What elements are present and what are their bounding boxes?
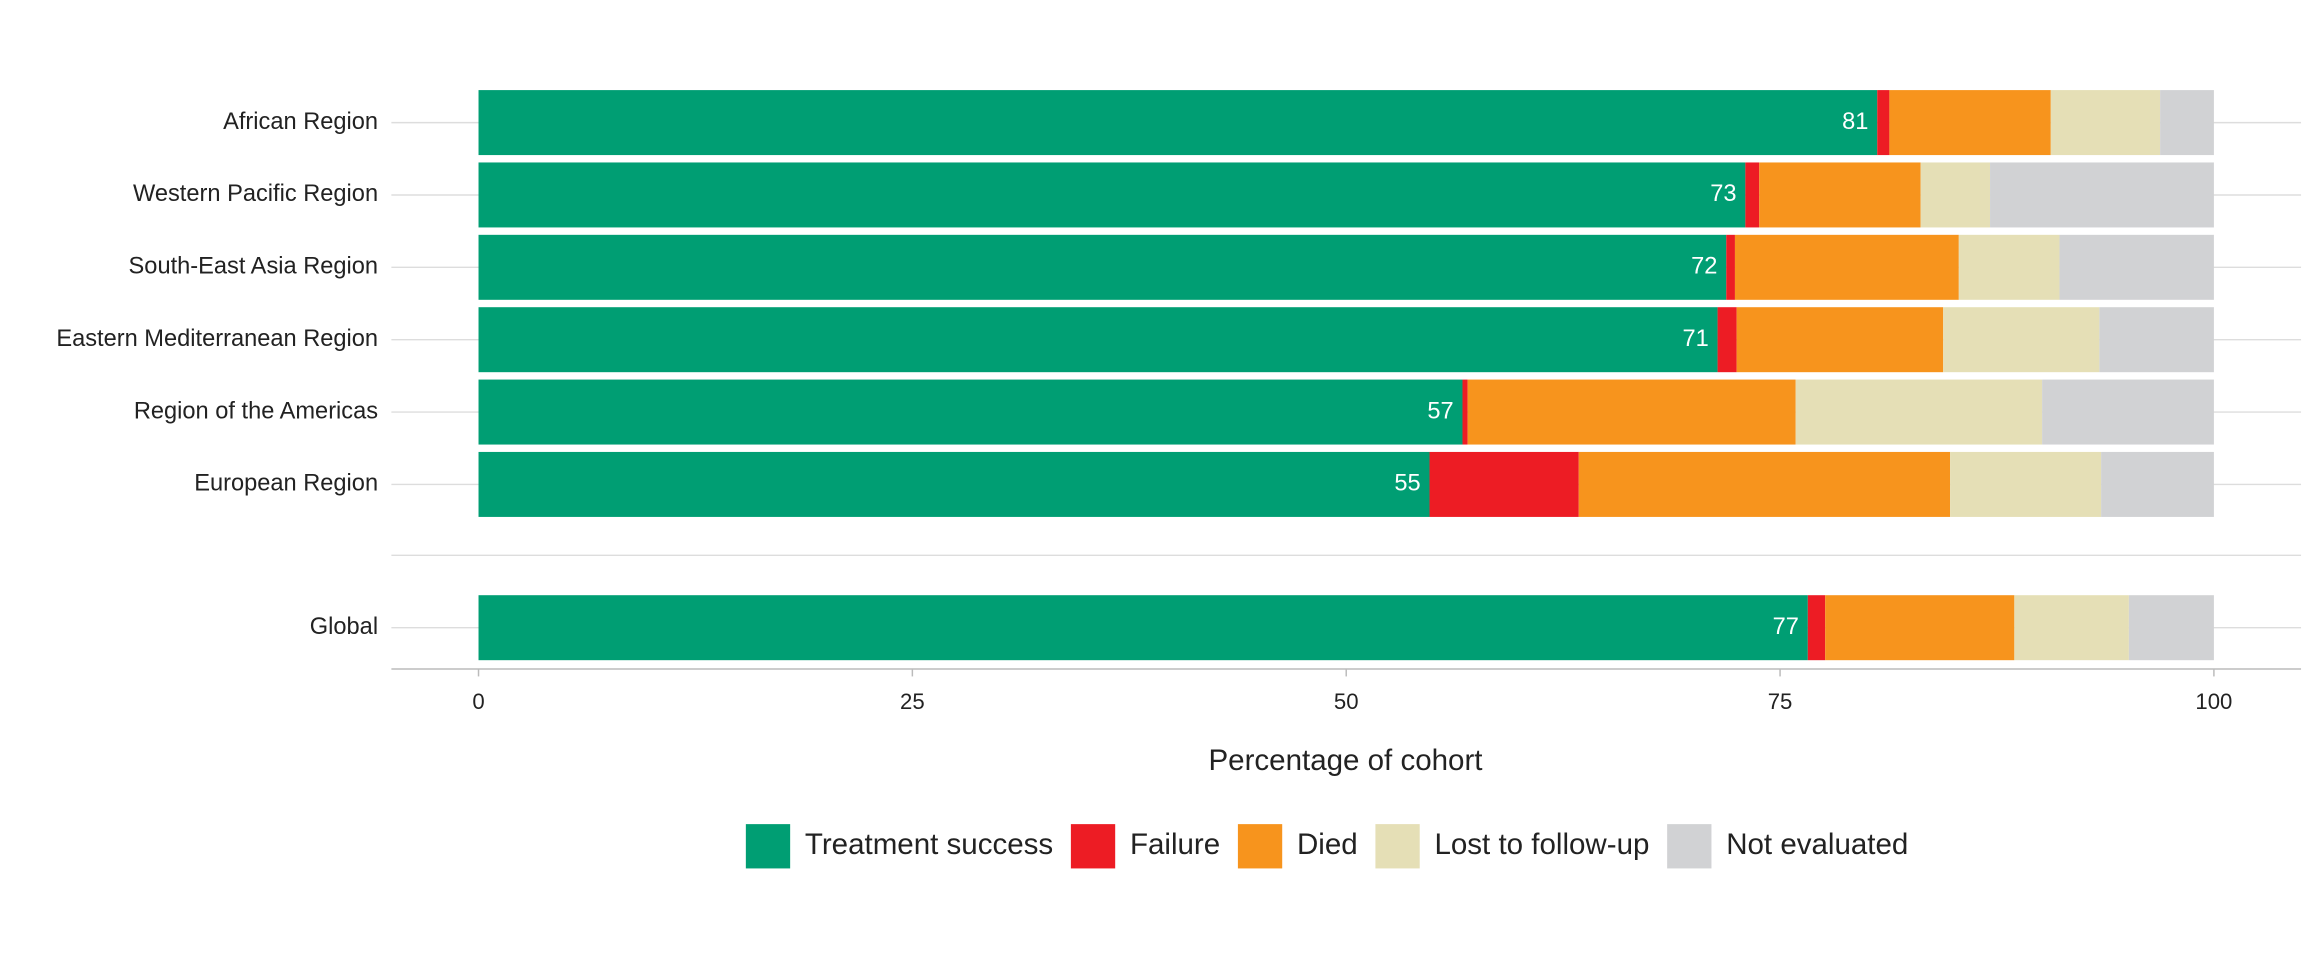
bar-segment bbox=[2059, 234, 2214, 300]
legend-label: Not evaluated bbox=[1726, 828, 1908, 861]
legend-label: Failure bbox=[1130, 828, 1220, 861]
bar-segment bbox=[1920, 162, 1991, 228]
bar-segment bbox=[1877, 90, 1890, 156]
y-tick-label: Region of the Americas bbox=[134, 398, 378, 424]
bar-segment bbox=[2014, 595, 2129, 661]
bar-segment bbox=[478, 451, 1430, 517]
bar-segment bbox=[1889, 90, 2051, 156]
bar-segment bbox=[1734, 234, 1959, 300]
x-tick-label: 100 bbox=[2195, 689, 2232, 714]
bar-segment bbox=[478, 234, 1727, 300]
bar-segment bbox=[1759, 162, 1921, 228]
legend-swatch bbox=[1667, 824, 1712, 869]
bar-segment bbox=[2101, 451, 2214, 517]
bar-segment bbox=[1825, 595, 2015, 661]
bar-segment bbox=[1950, 451, 2102, 517]
bar-segment bbox=[2099, 307, 2214, 373]
value-label: 77 bbox=[1773, 614, 1799, 640]
y-tick-label: European Region bbox=[194, 471, 378, 497]
bar-segment bbox=[1736, 307, 1944, 373]
value-label: 71 bbox=[1682, 326, 1708, 352]
bar-segment bbox=[1807, 595, 1826, 661]
bar-segment bbox=[2050, 90, 2161, 156]
bar-segment bbox=[1726, 234, 1735, 300]
bar-segment bbox=[2160, 90, 2214, 156]
bar-segment bbox=[1745, 162, 1760, 228]
legend-label: Died bbox=[1297, 828, 1358, 861]
bar-segment bbox=[2042, 379, 2214, 445]
legend-swatch bbox=[1237, 824, 1283, 869]
y-tick-label: Eastern Mediterranean Region bbox=[56, 326, 378, 352]
bar-segment bbox=[1795, 379, 2043, 445]
bar-segment bbox=[478, 90, 1878, 156]
bar-segment bbox=[478, 307, 1718, 373]
value-label: 72 bbox=[1691, 254, 1717, 280]
bar-segment bbox=[1429, 451, 1579, 517]
value-label: 57 bbox=[1427, 398, 1453, 424]
legend-swatch bbox=[745, 824, 791, 869]
legend-swatch bbox=[1070, 824, 1116, 869]
bar-segment bbox=[1943, 307, 2100, 373]
value-label: 81 bbox=[1842, 109, 1868, 135]
bar-segment bbox=[478, 162, 1746, 228]
y-tick-label: Global bbox=[310, 614, 378, 640]
x-tick-label: 75 bbox=[1768, 689, 1793, 714]
bar-segment bbox=[1578, 451, 1951, 517]
bar-segment bbox=[478, 379, 1463, 445]
legend-swatch bbox=[1375, 824, 1420, 869]
bar-segment bbox=[1958, 234, 2060, 300]
value-label: 55 bbox=[1394, 471, 1420, 497]
y-tick-label: South-East Asia Region bbox=[129, 254, 379, 280]
bar-segment bbox=[1990, 162, 2214, 228]
bar-segment bbox=[2128, 595, 2214, 661]
x-tick-label: 25 bbox=[900, 689, 925, 714]
bar-segment bbox=[478, 595, 1808, 661]
y-tick-label: African Region bbox=[223, 109, 378, 135]
legend-label: Treatment success bbox=[805, 828, 1053, 861]
x-axis-label: Percentage of cohort bbox=[1208, 744, 1482, 777]
bar-segment bbox=[1717, 307, 1737, 373]
value-label: 73 bbox=[1710, 181, 1736, 207]
y-tick-label: Western Pacific Region bbox=[133, 181, 378, 207]
bar-segment bbox=[1462, 379, 1468, 445]
legend-label: Lost to follow-up bbox=[1434, 828, 1649, 861]
x-tick-label: 0 bbox=[472, 689, 484, 714]
x-tick-label: 50 bbox=[1334, 689, 1359, 714]
bar-segment bbox=[1467, 379, 1796, 445]
